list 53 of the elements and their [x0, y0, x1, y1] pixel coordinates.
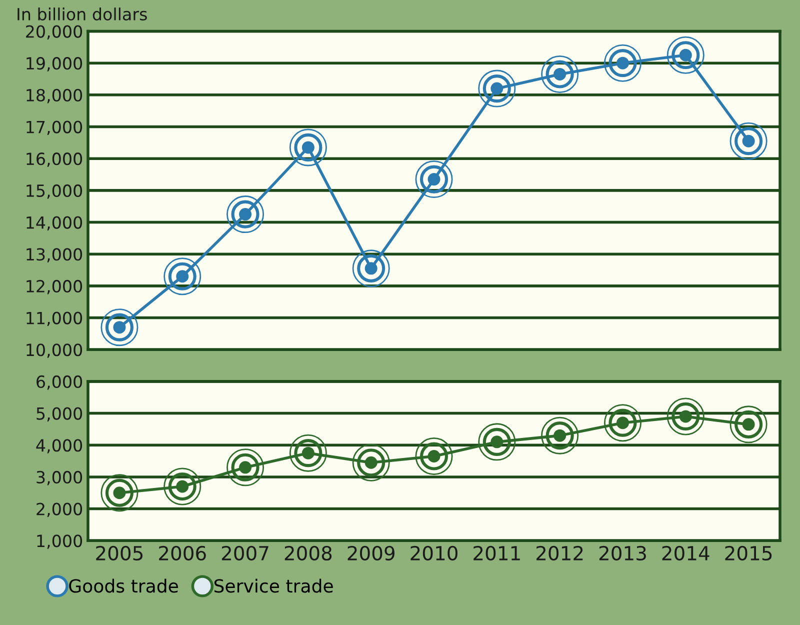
y-tick-label: 18,000 — [26, 88, 82, 104]
x-tick-label: 2015 — [725, 546, 772, 561]
point — [541, 55, 579, 93]
point — [415, 438, 453, 476]
y-tick-label: 15,000 — [26, 184, 82, 199]
y-tick-label: 2,000 — [36, 502, 82, 518]
point — [478, 423, 516, 461]
point — [100, 474, 138, 512]
point — [226, 448, 264, 486]
y-tick-label: 12,000 — [26, 280, 82, 294]
x-tick-label: 2013 — [599, 546, 646, 561]
y-tick-label: 3,000 — [36, 470, 82, 486]
x-tick-label: 2014 — [662, 546, 710, 561]
x-tick-label: 2009 — [348, 546, 394, 561]
point — [164, 258, 202, 296]
point — [289, 128, 327, 166]
point — [666, 398, 704, 436]
x-tick-label: 2008 — [284, 546, 332, 561]
x-tick-label: 2010 — [410, 546, 458, 561]
point — [730, 406, 768, 444]
y-tick-label: 11,000 — [26, 312, 82, 326]
y-tick-label: 6,000 — [36, 375, 82, 390]
point — [226, 196, 264, 234]
y-tick-label: 5,000 — [36, 407, 82, 422]
y-tick-label: 14,000 — [26, 216, 82, 231]
point — [415, 160, 453, 198]
x-tick-label: 2006 — [159, 546, 206, 561]
x-tick-label: 2005 — [96, 546, 142, 561]
point — [478, 70, 516, 108]
y-tick-label: 20,000 — [26, 25, 82, 40]
point — [730, 122, 768, 160]
legend-label: Goods trade — [69, 578, 178, 593]
point — [164, 468, 202, 506]
x-tick-label: 2011 — [474, 546, 520, 561]
y-tick-label: 13,000 — [26, 248, 82, 262]
x-tick-label: 2007 — [222, 546, 268, 561]
point — [541, 416, 579, 454]
y-tick-label: 4,000 — [36, 439, 82, 454]
y-axis-title: In billion dollars — [18, 8, 147, 20]
y-tick-label: 10,000 — [26, 344, 82, 358]
point — [604, 404, 642, 442]
point — [100, 308, 138, 346]
y-tick-label: 19,000 — [26, 57, 82, 72]
point — [289, 434, 327, 472]
point — [666, 36, 704, 74]
y-tick-label: 17,000 — [26, 120, 82, 136]
point — [352, 444, 390, 482]
legend-label: Service trade — [214, 578, 333, 593]
point — [604, 44, 642, 82]
x-tick-label: 2012 — [536, 546, 583, 561]
point — [352, 250, 390, 288]
y-tick-label: 1,000 — [37, 534, 82, 549]
y-tick-label: 16,000 — [26, 152, 82, 167]
